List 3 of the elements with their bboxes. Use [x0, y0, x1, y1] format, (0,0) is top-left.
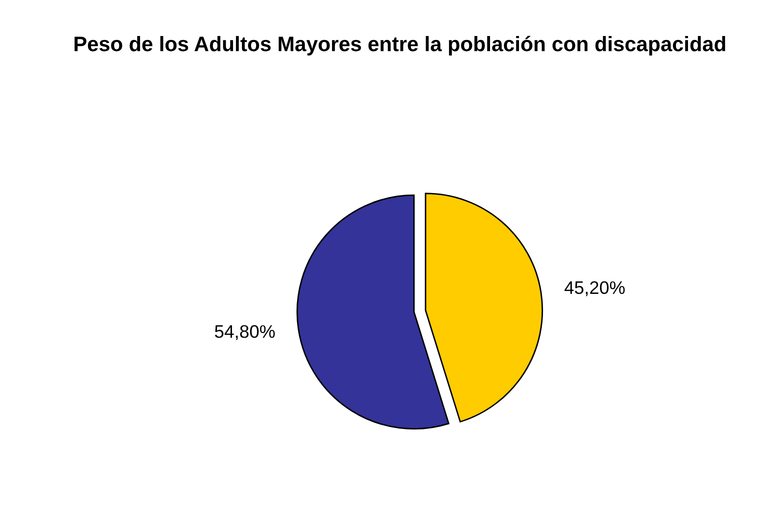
data-label: 54,80%: [214, 325, 275, 340]
data-label: 45,20%: [564, 281, 625, 296]
chart-title: Peso de los Adultos Mayores entre la población con discapacidad: [74, 36, 726, 56]
